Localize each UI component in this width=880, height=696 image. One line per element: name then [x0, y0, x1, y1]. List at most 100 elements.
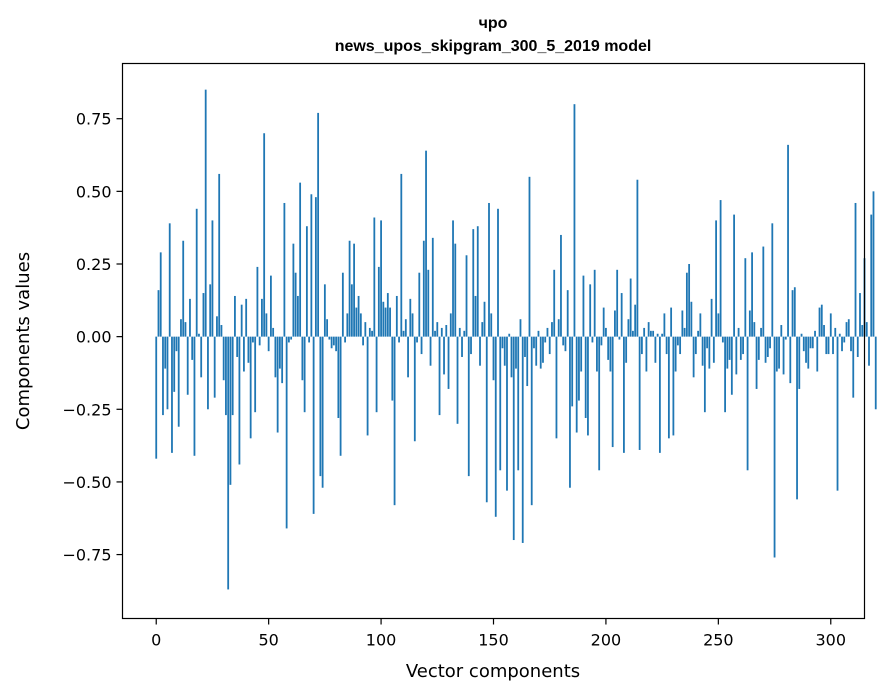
bar-component-269	[760, 327, 762, 337]
bar-component-33	[229, 336, 232, 485]
bar-component-120	[425, 150, 427, 337]
bar-component-53	[274, 336, 277, 378]
bar-component-168	[533, 336, 535, 349]
bar-component-169	[535, 336, 538, 366]
x-tick-label: 100	[366, 631, 397, 650]
bar-component-52	[272, 327, 275, 337]
bar-component-228	[667, 336, 670, 439]
bar-component-81	[337, 336, 340, 418]
bar-component-37	[238, 336, 241, 465]
bar-component-128	[443, 336, 445, 375]
bar-component-250	[717, 313, 720, 337]
bar-component-50	[267, 336, 270, 352]
bar-component-63	[296, 295, 299, 337]
bar-component-170	[537, 330, 540, 337]
bar-component-178	[555, 336, 558, 439]
bar-component-252	[721, 336, 724, 343]
bar-component-75	[323, 284, 326, 337]
bar-component-273	[769, 336, 771, 349]
bar-component-14	[186, 336, 189, 395]
bar-component-318	[870, 214, 873, 337]
bar-component-241	[697, 330, 700, 337]
bar-component-141	[472, 229, 475, 337]
bar-component-84	[344, 336, 346, 343]
bar-component-42	[249, 336, 252, 439]
bar-component-194	[591, 336, 594, 343]
bar-component-108	[398, 336, 400, 343]
bar-component-101	[382, 301, 385, 337]
bar-component-231	[674, 336, 677, 372]
bar-component-106	[393, 336, 396, 506]
bar-component-156	[506, 336, 508, 491]
bar-component-136	[461, 336, 463, 357]
bar-component-61	[292, 243, 295, 337]
bar-component-27	[216, 316, 218, 337]
bar-component-215	[638, 336, 641, 450]
bar-component-41	[247, 336, 250, 363]
bar-component-173	[544, 336, 547, 343]
bar-component-288	[802, 336, 805, 352]
plot-frame	[121, 62, 866, 620]
bar-component-118	[420, 336, 423, 355]
bar-component-107	[395, 295, 398, 337]
bar-component-310	[852, 336, 855, 398]
bar-component-31	[225, 336, 227, 416]
bar-component-316	[865, 322, 868, 337]
bar-component-279	[782, 336, 785, 375]
bar-component-95	[368, 327, 371, 337]
bar-component-161	[517, 336, 520, 471]
bar-component-190	[582, 275, 585, 337]
bar-component-152	[497, 208, 499, 337]
bar-component-188	[578, 336, 580, 401]
chart-subtitle: news_upos_skipgram_300_5_2019 model	[335, 38, 652, 55]
bar-component-80	[335, 336, 338, 352]
bar-component-104	[389, 307, 391, 337]
bar-component-191	[584, 336, 587, 418]
bar-component-223	[656, 333, 659, 337]
bar-component-253	[724, 336, 726, 413]
bar-component-89	[355, 307, 358, 337]
bar-component-308	[847, 319, 850, 337]
bar-component-225	[661, 333, 664, 337]
bar-component-117	[418, 272, 421, 337]
bar-component-280	[784, 336, 787, 340]
y-tick-label: −0.50	[62, 473, 111, 492]
bar-component-209	[625, 336, 628, 363]
bar-component-314	[861, 325, 864, 337]
bar-component-100	[380, 220, 382, 337]
bar-component-96	[371, 330, 373, 337]
bar-component-300	[829, 313, 832, 337]
bar-component-40	[245, 298, 248, 337]
bar-component-77	[328, 336, 331, 340]
bar-component-10	[177, 336, 180, 427]
bar-component-227	[665, 336, 668, 355]
bar-component-153	[499, 336, 502, 471]
x-axis-label: Vector components	[406, 661, 580, 682]
bar-component-204	[614, 310, 616, 337]
bar-component-102	[384, 307, 387, 337]
bar-component-159	[512, 336, 515, 541]
x-tick-label: 0	[151, 631, 161, 650]
x-tick-label: 300	[815, 631, 846, 650]
bar-component-46	[258, 336, 261, 346]
bar-component-62	[294, 272, 297, 337]
bar-component-189	[580, 336, 583, 372]
bar-component-67	[305, 226, 308, 337]
bar-component-299	[827, 336, 830, 355]
bar-component-11	[180, 319, 182, 337]
bar-component-257	[733, 214, 735, 337]
bar-component-99	[377, 266, 380, 337]
bar-component-313	[859, 293, 861, 337]
bar-component-162	[519, 319, 522, 337]
bar-component-64	[299, 182, 302, 337]
bar-component-79	[332, 336, 335, 346]
bar-component-150	[492, 336, 495, 381]
bar-component-68	[308, 336, 311, 343]
bar-component-206	[618, 336, 621, 340]
bar-component-181	[562, 336, 565, 346]
bar-component-57	[283, 202, 286, 337]
bar-component-294	[816, 336, 819, 372]
bar-component-242	[699, 313, 702, 337]
bar-component-124	[434, 330, 436, 337]
